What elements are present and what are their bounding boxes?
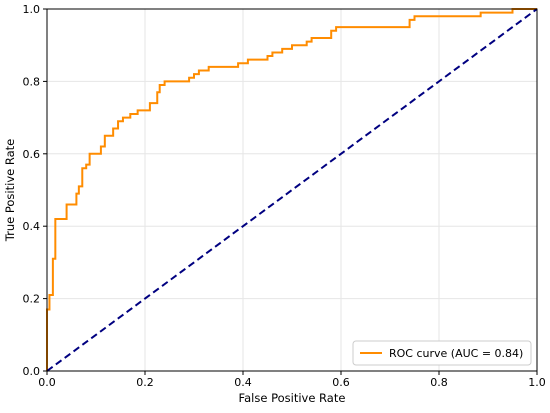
legend-entry-roc: ROC curve (AUC = 0.84): [389, 347, 523, 360]
chance-diagonal-line: [46, 8, 538, 372]
ticks: 0.0 0.2 0.4 0.6 0.8 1.0 0.0 0.2 0.4 0.6 0.8 1.0: [23, 3, 546, 389]
roc-curve-line: [46, 8, 537, 371]
legend: ROC curve (AUC = 0.84): [352, 340, 532, 366]
y-tick-label: 1.0: [23, 3, 41, 16]
y-tick-label: 0.8: [23, 75, 41, 88]
y-axis-label: True Positive Rate: [3, 139, 17, 242]
x-tick-label: 0.8: [430, 376, 448, 389]
x-tick-label: 0.4: [234, 376, 252, 389]
plot-frame: [46, 8, 538, 372]
y-tick-label: 0.4: [23, 220, 41, 233]
y-tick-label: 0.6: [23, 148, 41, 161]
x-axis-label: False Positive Rate: [239, 391, 346, 405]
series-layer: [46, 8, 538, 372]
legend-box: [352, 340, 532, 366]
x-tick-label: 1.0: [528, 376, 546, 389]
y-tick-label: 0.0: [23, 365, 41, 378]
y-tick-label: 0.2: [23, 293, 41, 306]
x-tick-label: 0.6: [332, 376, 350, 389]
x-tick-label: 0.0: [38, 376, 56, 389]
x-tick-label: 0.2: [136, 376, 154, 389]
